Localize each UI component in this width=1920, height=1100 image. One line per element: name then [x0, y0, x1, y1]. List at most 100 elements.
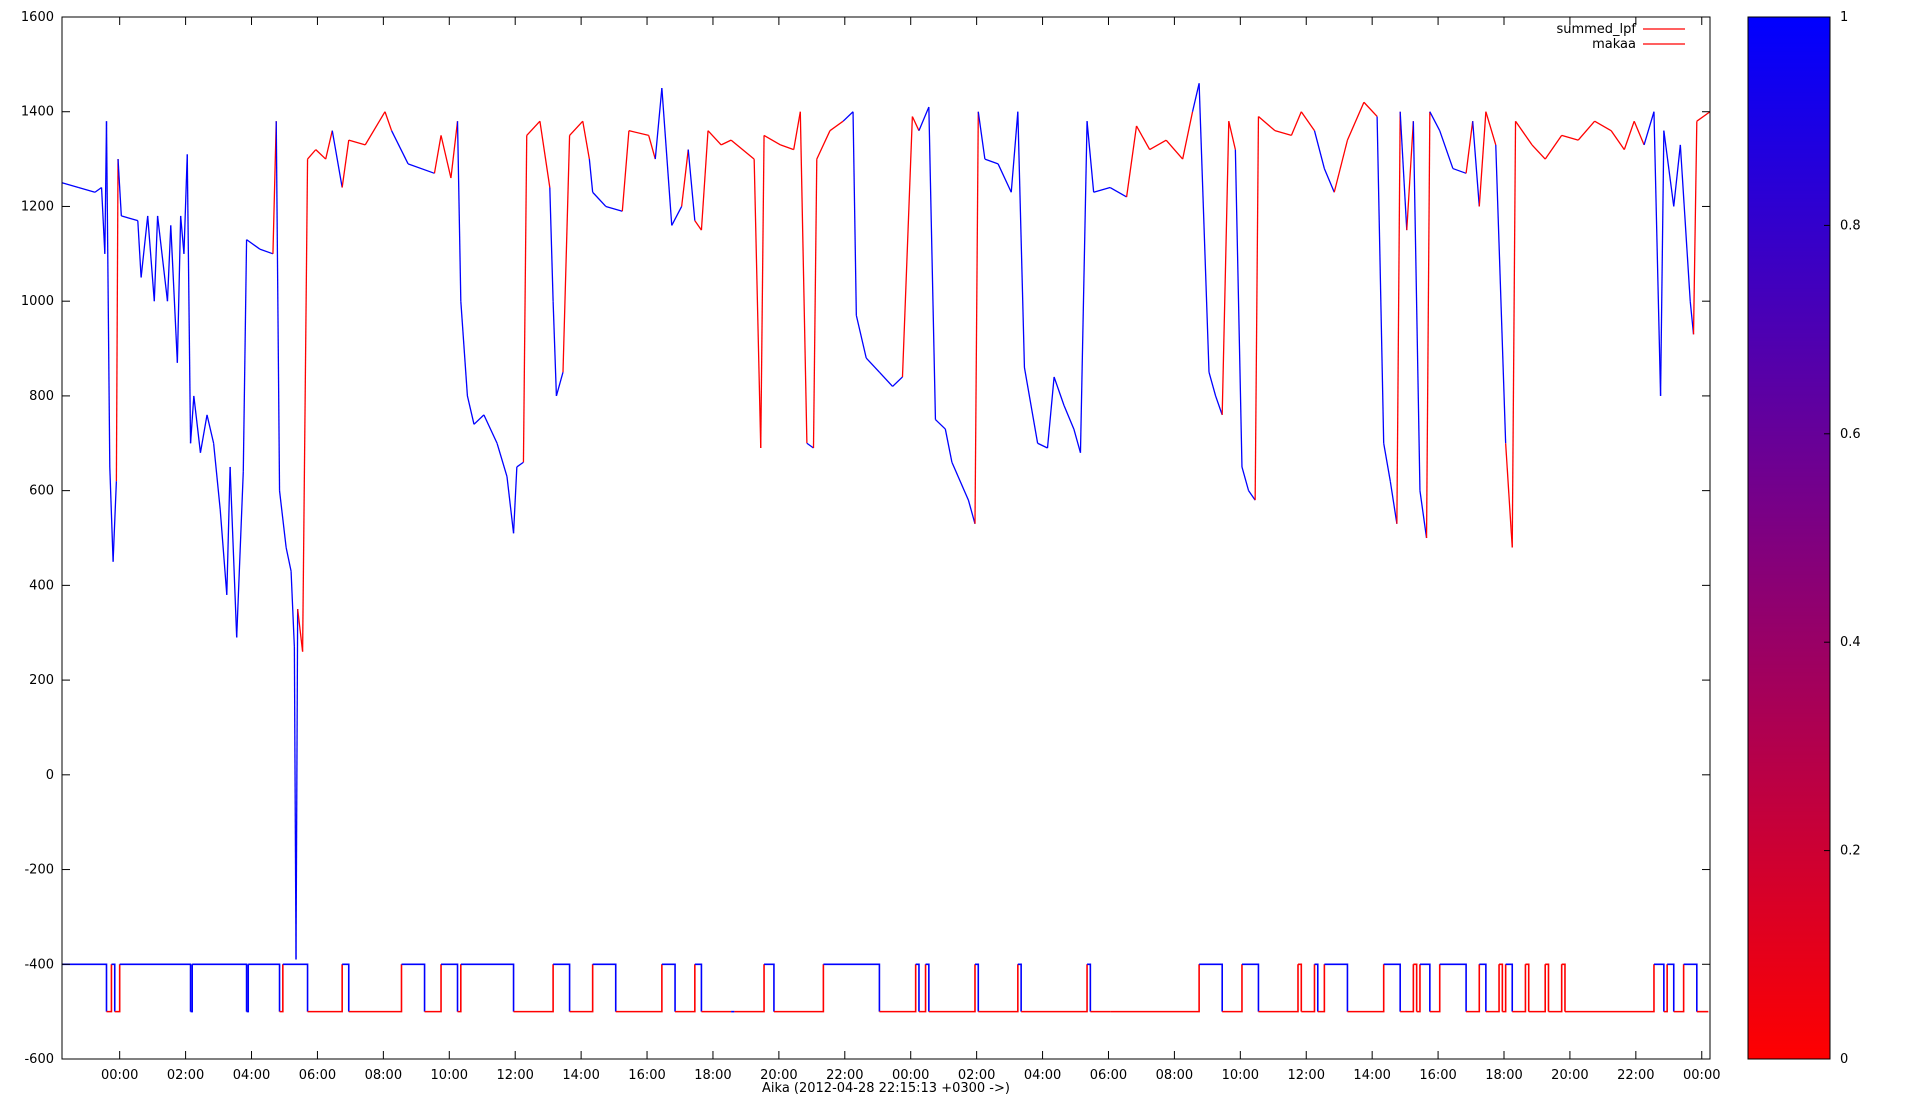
- series-segment: [1577, 120, 1596, 141]
- series-segment: [297, 608, 304, 652]
- series-segment: [1324, 963, 1349, 1012]
- series-segment: [301, 159, 309, 652]
- series-segment: [189, 395, 195, 444]
- series-segment: [553, 963, 571, 1012]
- series-segment: [934, 419, 946, 430]
- y-tick-label: -400: [24, 957, 54, 972]
- series-segment: [229, 466, 238, 638]
- series-segment: [928, 106, 937, 420]
- series-segment: [278, 490, 287, 548]
- series-segment: [1504, 443, 1513, 548]
- series-segment: [628, 130, 649, 137]
- series-segment: [285, 547, 292, 572]
- x-tick-label: 04:00: [233, 1068, 270, 1083]
- series-segment: [1314, 963, 1319, 1012]
- x-tick-label: 08:00: [1156, 1068, 1193, 1083]
- series-segment: [1499, 963, 1504, 1012]
- series-segment: [513, 964, 554, 1013]
- series-segment: [115, 159, 119, 482]
- series-segment: [1234, 149, 1243, 467]
- series-segment: [424, 964, 442, 1013]
- series-segment: [1505, 963, 1514, 1012]
- series-segment: [760, 135, 765, 449]
- series-segment: [1429, 964, 1441, 1013]
- series-segment: [1298, 963, 1303, 1012]
- series-segment: [1548, 964, 1563, 1013]
- series-segment: [582, 121, 591, 160]
- series-segment: [1053, 376, 1065, 406]
- series-segment: [1073, 428, 1082, 453]
- x-tick-label: 00:00: [1683, 1068, 1720, 1083]
- series-segment: [974, 111, 979, 524]
- series-segment: [1301, 964, 1316, 1013]
- series-segment: [1290, 111, 1302, 136]
- x-tick-label: 00:00: [892, 1068, 929, 1083]
- series-segment: [1511, 121, 1517, 548]
- series-segment: [483, 414, 498, 444]
- series-segment: [242, 239, 248, 472]
- series-segment: [1515, 120, 1533, 146]
- series-segment: [793, 111, 801, 150]
- series-segment: [192, 963, 248, 1012]
- series-segment: [1037, 442, 1048, 449]
- series-segment: [879, 964, 917, 1013]
- series-segment: [1406, 121, 1415, 231]
- colorbar-tick-label: 0: [1840, 1052, 1848, 1067]
- series-segment: [147, 215, 155, 302]
- series-segment: [1679, 144, 1691, 302]
- y-tick-label: 1000: [21, 294, 54, 309]
- series-segment: [605, 205, 623, 212]
- series-segment: [137, 220, 142, 278]
- series-segment: [1659, 130, 1665, 396]
- series-segment: [1086, 121, 1095, 193]
- series-segment: [555, 372, 564, 397]
- series-segment: [246, 964, 250, 1013]
- series-segment: [588, 159, 594, 193]
- series-segment: [812, 159, 818, 449]
- series-segment: [1439, 963, 1467, 1012]
- series-segment: [1413, 963, 1418, 1012]
- x-tick-label: 18:00: [1485, 1068, 1522, 1083]
- series-segment: [1010, 111, 1019, 193]
- x-tick-label: 10:00: [1222, 1068, 1259, 1083]
- x-axis-label: Aika (2012-04-28 22:15:13 +0300 ->): [762, 1081, 1010, 1095]
- series-segment: [967, 499, 976, 524]
- series-segment: [1439, 130, 1454, 169]
- series-segment: [140, 215, 149, 278]
- series-segment: [176, 215, 182, 363]
- series-segment: [1241, 466, 1250, 491]
- legend-label: makaa: [1592, 37, 1636, 52]
- series-segment: [694, 220, 702, 231]
- series-segment: [918, 106, 930, 131]
- series-segment: [456, 121, 462, 302]
- series-segment: [193, 395, 202, 453]
- colorbar-gradient: [1747, 16, 1831, 1060]
- series-segment: [1383, 963, 1401, 1012]
- series-segment: [348, 964, 403, 1013]
- series-segment: [121, 215, 138, 222]
- series-segment: [512, 466, 518, 534]
- series-segment: [1545, 963, 1550, 1012]
- series-segment: [1663, 964, 1668, 1013]
- series-segment: [671, 206, 683, 226]
- x-tick-label: 20:00: [1551, 1068, 1588, 1083]
- series-segment: [1479, 963, 1487, 1012]
- series-summed_lpf: [61, 83, 1711, 960]
- series-segment: [997, 163, 1012, 193]
- series-segment: [1347, 964, 1385, 1013]
- series-segment: [246, 239, 261, 250]
- y-tick-label: 400: [29, 578, 54, 593]
- series-segment: [915, 963, 920, 1012]
- series-segment: [661, 963, 676, 1012]
- series-segment: [1531, 144, 1546, 160]
- series-segment: [1472, 121, 1480, 207]
- series-segment: [290, 571, 296, 647]
- series-segment: [1400, 964, 1415, 1013]
- series-segment: [675, 964, 696, 1013]
- y-tick-label: 0: [46, 768, 54, 783]
- colorbar-tick-label: 0.8: [1840, 218, 1861, 233]
- series-segment: [892, 376, 903, 387]
- series-segment: [199, 414, 208, 453]
- series-segment: [156, 215, 169, 302]
- series-segment: [661, 87, 673, 226]
